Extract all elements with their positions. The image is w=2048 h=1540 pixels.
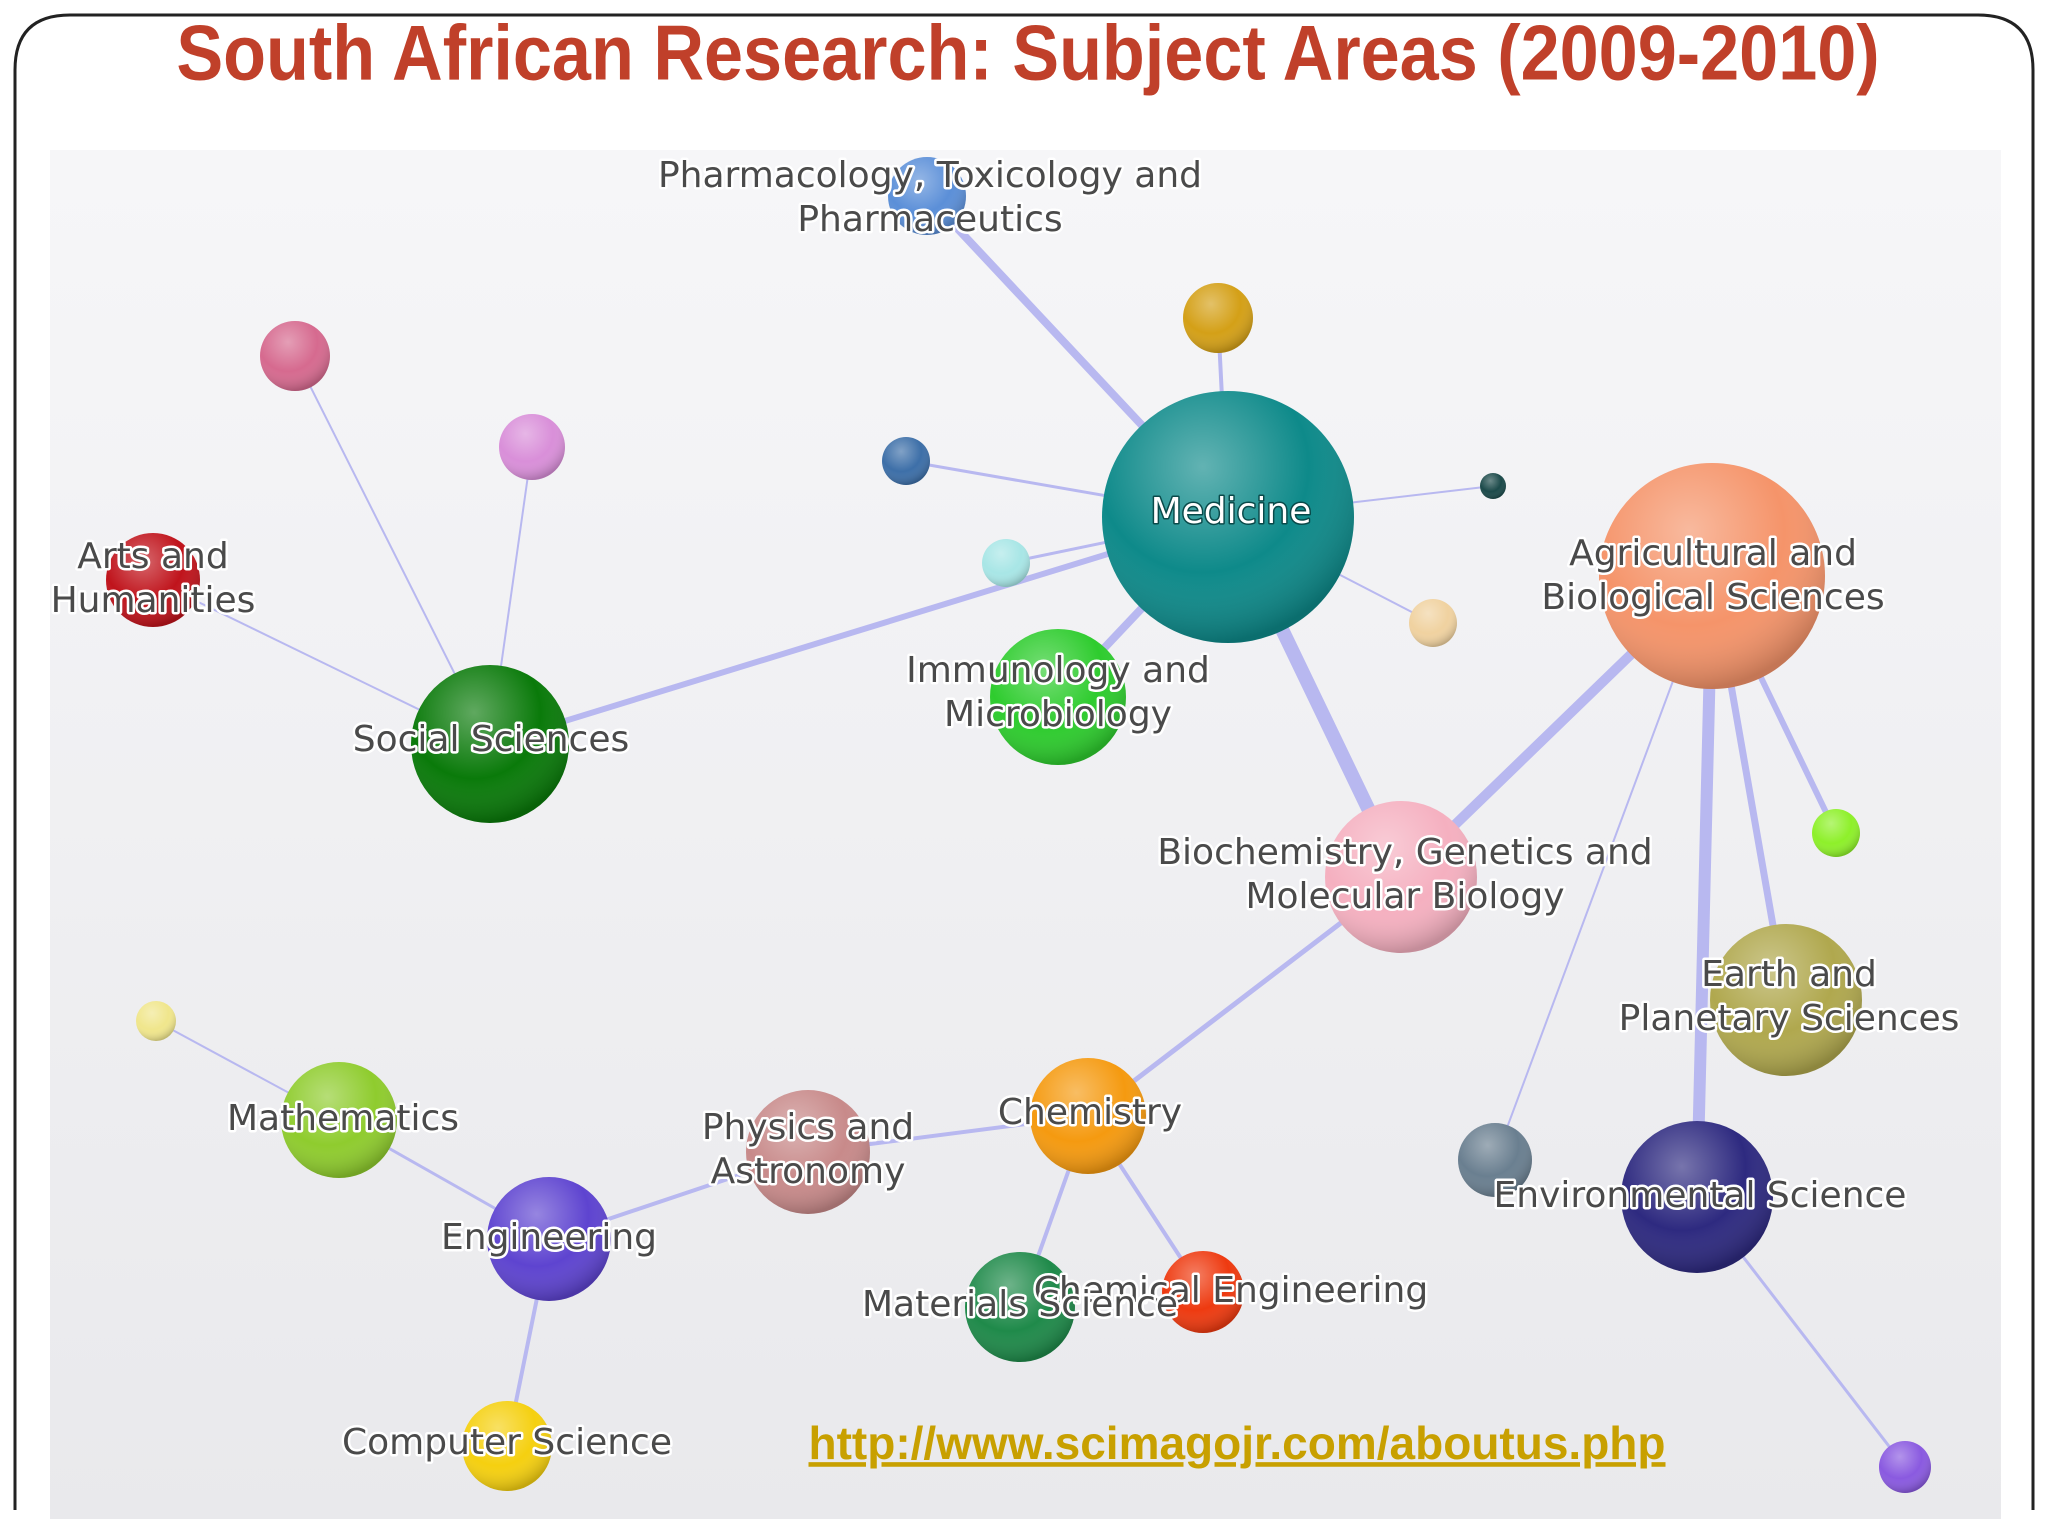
node-label: Earth and bbox=[1701, 954, 1877, 995]
node-shading bbox=[1030, 1058, 1146, 1174]
node-shading bbox=[487, 1177, 611, 1301]
node-shading bbox=[888, 157, 966, 235]
slide-title: South African Research: Subject Areas (2… bbox=[176, 9, 1879, 96]
node-label: Engineering bbox=[441, 1217, 657, 1258]
node-shading bbox=[136, 1001, 176, 1041]
node-shading bbox=[260, 321, 330, 391]
node-shading bbox=[1621, 1121, 1773, 1273]
node-label: Biological Sciences bbox=[1541, 577, 1884, 618]
node-shading bbox=[1458, 1123, 1532, 1197]
node-label: Environmental Science bbox=[1494, 1175, 1907, 1216]
node-shading bbox=[106, 533, 200, 627]
node-label: Astronomy bbox=[711, 1151, 906, 1192]
node-shading bbox=[281, 1062, 397, 1178]
slide-frame bbox=[13, 13, 2035, 1510]
node-label: Agricultural and bbox=[1569, 533, 1857, 574]
node-shading bbox=[462, 1401, 552, 1491]
node-label: Computer Science bbox=[342, 1422, 672, 1463]
node-shading bbox=[882, 437, 930, 485]
node-shading bbox=[411, 665, 569, 823]
node-label: Mathematics bbox=[227, 1098, 459, 1139]
node-label: Molecular Biology bbox=[1245, 876, 1564, 917]
node-label: Physics and bbox=[702, 1107, 914, 1148]
node-shading bbox=[1812, 809, 1860, 857]
node-shading bbox=[1409, 599, 1457, 647]
node-label: Medicine bbox=[1151, 491, 1312, 532]
node-label: Planetary Sciences bbox=[1619, 998, 1960, 1039]
node-shading bbox=[1480, 473, 1506, 499]
node-label: Immunology and bbox=[906, 650, 1210, 691]
node-shading bbox=[1102, 391, 1354, 643]
node-shading bbox=[1183, 283, 1253, 353]
node-label: Biochemistry, Genetics and bbox=[1157, 832, 1652, 873]
node-shading bbox=[746, 1090, 870, 1214]
node-shading bbox=[982, 539, 1030, 587]
node-label: Chemistry bbox=[998, 1092, 1182, 1133]
node-shading bbox=[499, 414, 565, 480]
node-label: Chemical Engineering bbox=[1034, 1270, 1428, 1311]
node-label: Microbiology bbox=[944, 694, 1172, 735]
edge bbox=[487, 514, 1231, 747]
node-label: Social Sciences bbox=[353, 719, 630, 760]
node-shading bbox=[1325, 801, 1477, 953]
node-label: Humanities bbox=[51, 580, 256, 621]
node-shading bbox=[1879, 1441, 1931, 1493]
node-label: Materials Science bbox=[862, 1284, 1178, 1325]
node-shading bbox=[1599, 463, 1825, 689]
node-label: Arts and bbox=[77, 536, 228, 577]
node-shading bbox=[1710, 924, 1862, 1076]
node-shading bbox=[965, 1252, 1075, 1362]
source-link[interactable]: http://www.scimagojr.com/aboutus.php bbox=[809, 1417, 1666, 1469]
node-shading bbox=[1162, 1251, 1244, 1333]
node-label: Pharmacology, Toxicology and bbox=[658, 155, 1202, 196]
node-shading bbox=[990, 629, 1126, 765]
node-label: Pharmaceutics bbox=[797, 199, 1062, 240]
